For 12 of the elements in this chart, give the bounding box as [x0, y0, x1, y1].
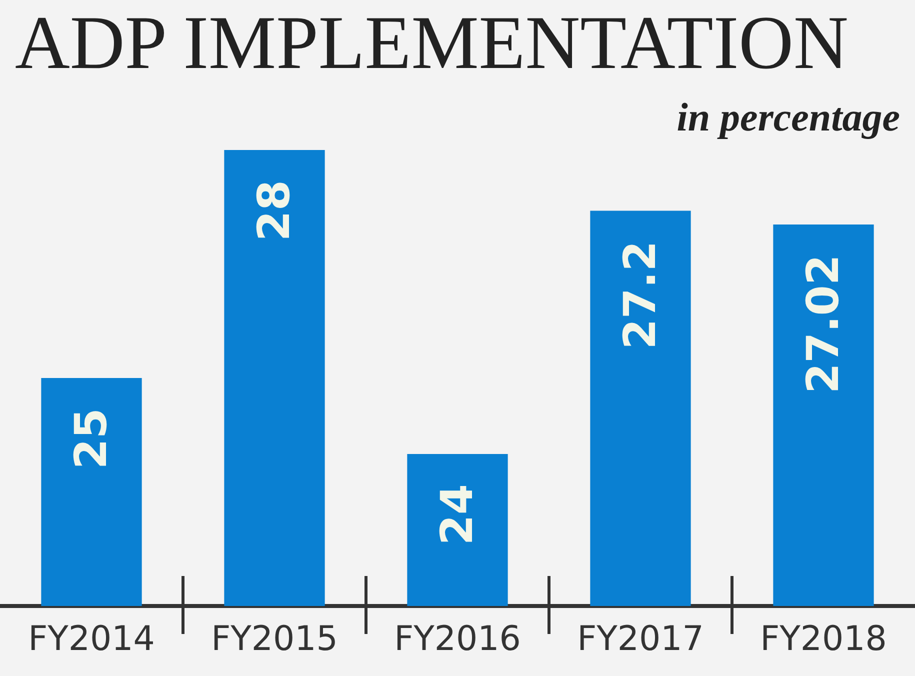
- data-label: 25: [66, 408, 117, 470]
- chart-title: ADP IMPLEMENTATION: [15, 1, 848, 85]
- data-label: 27.2: [615, 240, 666, 350]
- x-tick-label: FY2015: [211, 619, 338, 659]
- data-label: 28: [249, 180, 300, 242]
- data-label: 24: [432, 484, 483, 546]
- x-tick-label: FY2014: [28, 619, 155, 659]
- chart-subtitle: in percentage: [676, 94, 900, 140]
- x-tick-label: FY2018: [760, 619, 887, 659]
- data-label: 27.02: [798, 254, 849, 394]
- x-tick-label: FY2017: [577, 619, 704, 659]
- x-tick-label: FY2016: [394, 619, 521, 659]
